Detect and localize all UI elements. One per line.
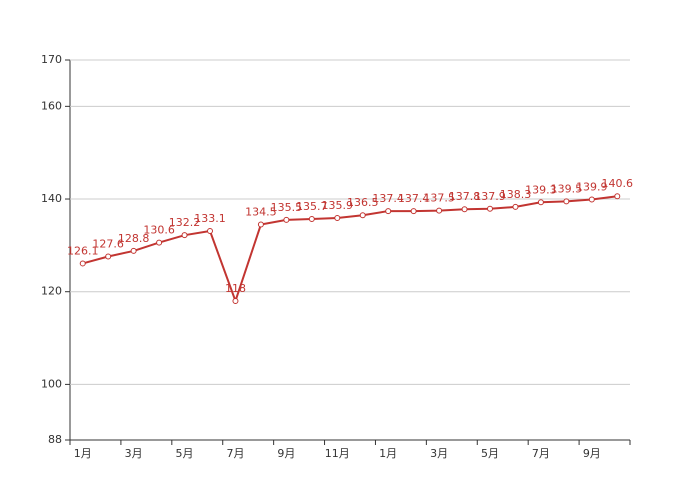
data-label: 132.2: [169, 216, 201, 229]
data-label: 139.3: [525, 183, 557, 196]
y-tick-label: 140: [41, 192, 62, 205]
x-tick-label: 1月: [74, 447, 92, 460]
x-tick-label: 1月: [379, 447, 397, 460]
point: [181, 232, 188, 239]
point: [207, 228, 213, 234]
y-tick-label: 160: [41, 99, 62, 112]
point: [308, 215, 315, 222]
point: [537, 199, 544, 206]
point: [130, 247, 137, 254]
data-label: 118: [225, 282, 246, 295]
data-label: 126.1: [67, 244, 99, 257]
data-label: 128.8: [118, 232, 150, 245]
point: [105, 253, 112, 260]
point: [385, 208, 392, 215]
point: [359, 212, 366, 219]
y-tick-label: 170: [41, 53, 62, 66]
line: [82, 195, 618, 305]
data-label: 137.8: [449, 190, 481, 203]
point: [257, 221, 264, 228]
point: [283, 216, 290, 223]
point: [461, 206, 468, 213]
data-label: 135.5: [271, 201, 303, 214]
x-tick-label: 3月: [430, 447, 448, 460]
data-label: 140.6: [602, 177, 634, 190]
y-tick-label: 120: [41, 285, 62, 298]
point: [436, 207, 443, 214]
data-label: 135.7: [296, 200, 328, 213]
data-label: 137.5: [423, 192, 455, 205]
point: [79, 260, 86, 267]
data-label: 138.3: [500, 188, 532, 201]
data-label: 139.5: [551, 182, 583, 195]
data-label: 137.4: [372, 192, 404, 205]
data-label: 137.9: [474, 190, 506, 203]
point: [614, 193, 621, 200]
data-label: 130.6: [143, 224, 175, 237]
data-label: 139.9: [576, 180, 608, 193]
data-label: 133.1: [194, 212, 226, 225]
data-label: 127.6: [92, 237, 124, 250]
x-tick-label: 7月: [226, 447, 244, 460]
point: [156, 239, 163, 246]
x-tick-label: 7月: [532, 447, 550, 460]
x-tick-label: 11月: [325, 447, 350, 460]
point: [512, 203, 519, 210]
y-tick-label: 100: [41, 377, 62, 390]
point: [410, 208, 417, 215]
x-tick-label: 5月: [481, 447, 499, 460]
data-label: 134.5: [245, 206, 277, 219]
x-tick-label: 3月: [125, 447, 143, 460]
point: [563, 198, 570, 205]
data-label: 137.4: [398, 192, 430, 205]
point: [487, 205, 493, 212]
data-label: 135.9: [322, 199, 354, 212]
y-tick-label: 88: [48, 433, 62, 446]
point: [334, 215, 341, 222]
x-tick-label: 9月: [277, 447, 295, 460]
data-label: 136.5: [347, 196, 379, 209]
point: [232, 297, 239, 304]
x-tick-label: 9月: [583, 447, 601, 460]
x-tick-label: 5月: [176, 447, 194, 460]
point: [588, 196, 595, 203]
